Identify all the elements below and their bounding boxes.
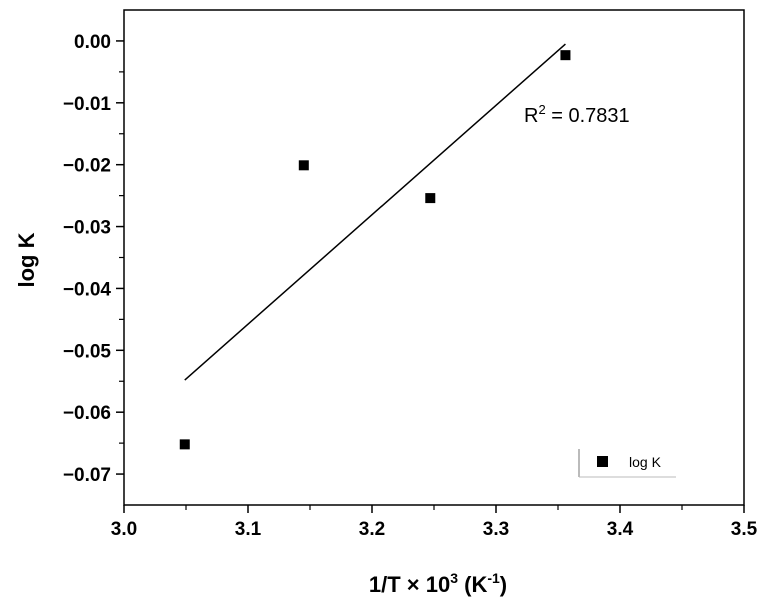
x-tick-label: 3.4 [607,519,634,540]
plot-frame [123,9,745,506]
annotation-prefix: R [524,105,538,127]
data-point [560,50,571,61]
linear-fit-line [184,43,566,381]
y-tick-label: −0.02 [63,156,111,177]
fit-line-layer [184,43,566,381]
x-axis-title: 1/T × 103 (K-1) [369,570,507,597]
y-axis: 0.00 −0.01 −0.02 −0.03 −0.04 −0.05 −0.06 −0.07 [63,32,124,486]
x-tick-label: 3.5 [731,519,758,540]
y-tick-label: 0.00 [74,32,111,53]
data-point [179,439,190,450]
x-axis-title-unit-open: (K [458,572,487,597]
x-axis-title-exponent: 3 [450,570,458,586]
y-tick-label: −0.07 [63,465,111,486]
legend-label: log K [629,454,662,470]
y-tick-label: −0.01 [63,94,112,115]
x-tick-label: 3.1 [235,519,262,540]
legend-marker [597,456,608,467]
x-tick-label: 3.2 [359,519,385,540]
y-tick-label: −0.06 [63,403,111,424]
data-point [425,193,436,204]
x-tick-label: 3.3 [483,519,509,540]
x-tick-label: 3.0 [111,519,137,540]
x-axis-title-unit-close: ) [500,572,507,597]
x-axis: 3.0 3.1 3.2 3.3 3.4 3.5 [111,505,758,540]
r-squared-annotation: R2 = 0.7831 [524,102,630,127]
y-tick-label: −0.03 [63,218,111,239]
x-axis-title-main: 1/T × 10 [369,572,450,597]
x-axis-title-unit-exponent: -1 [487,570,500,586]
annotation-exponent: 2 [538,102,545,117]
legend: log K [578,449,676,478]
points-layer [179,50,571,450]
y-tick-label: −0.05 [63,341,112,362]
y-axis-title: log K [14,232,39,287]
y-tick-label: −0.04 [63,279,112,300]
data-point [298,160,309,171]
annotation-suffix: = 0.7831 [546,105,630,127]
